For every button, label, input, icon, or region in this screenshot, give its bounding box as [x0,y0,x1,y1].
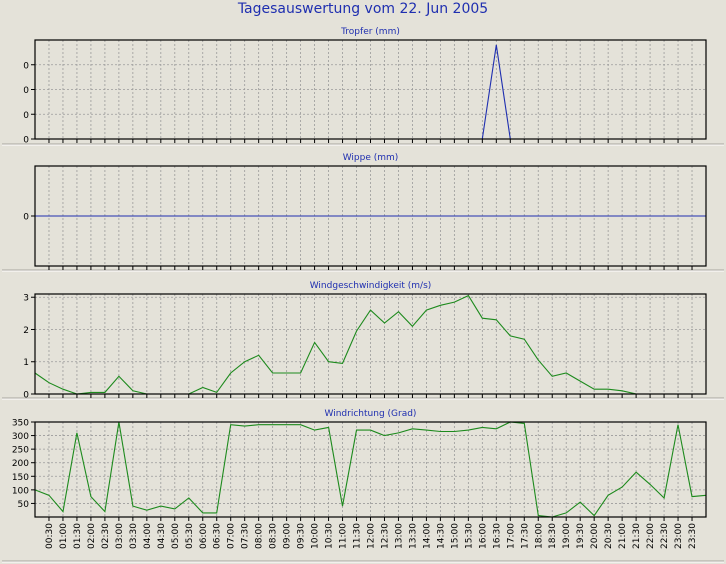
plot-frame [34,165,707,267]
x-tick-label: 11:30 [353,523,363,549]
x-tick-label: 20:00 [590,523,600,549]
x-tick-label: 14:30 [436,523,446,549]
y-tick-label: 1 [23,358,29,368]
x-tick-label: 22:30 [660,523,670,549]
x-tick-label: 04:30 [157,523,167,549]
x-tick-label: 12:30 [380,523,390,549]
y-tick-label: 0 [23,61,29,71]
x-tick-label: 21:00 [618,523,628,549]
x-tick-label: 06:30 [213,523,223,549]
x-tick-label: 03:30 [129,523,139,549]
x-tick-label: 10:00 [311,523,321,549]
y-tick-label: 50 [18,500,30,510]
chart-panel-3: Windgeschwindigkeit (m/s) 0 1 2 3 [2,281,724,401]
chart-title: Wippe (mm) [343,153,399,163]
x-tick-label: 18:30 [548,523,558,549]
x-tick-label: 07:00 [227,523,237,549]
x-tick-label: 11:00 [339,523,349,549]
x-tick-label: 13:00 [394,523,404,549]
y-tick-label: 200 [12,459,29,469]
x-tick-label: 02:30 [101,523,111,549]
x-tick-label: 20:30 [604,523,614,549]
x-tick-label: 09:30 [297,523,307,549]
x-tick-label: 05:00 [171,523,181,549]
plot-frame [34,421,707,518]
x-tick-label: 19:00 [562,523,572,549]
x-tick-label: 16:30 [492,523,502,549]
x-tick-label: 16:00 [478,523,488,549]
plot-frame [34,293,707,395]
y-tick-label: 150 [12,473,29,483]
x-tick-label: 01:30 [73,523,83,549]
x-tick-label: 17:00 [506,523,516,549]
x-tick-label: 18:00 [534,523,544,549]
chart-title: Tropfer (mm) [340,27,400,37]
plot-area [35,422,706,517]
plot-frame [34,39,707,140]
x-tick-label: 21:30 [632,523,642,549]
x-tick-label: 19:30 [576,523,586,549]
chart-panel-4: Windrichtung (Grad) 50 100 150 200 250 300 350 0… [2,409,724,563]
x-tick-label: 01:00 [59,523,69,549]
x-tick-label: 23:00 [674,523,684,549]
chart-title: Windgeschwindigkeit (m/s) [310,281,432,291]
y-tick-label: 0 [23,391,29,401]
x-tick-label: 08:00 [255,523,265,549]
x-tick-label: 17:30 [520,523,530,549]
y-tick-label: 0 [23,111,29,121]
x-tick-label: 22:00 [646,523,656,549]
series-line [34,421,707,518]
y-tick-label: 350 [12,419,29,429]
x-tick-label: 06:00 [199,523,209,549]
x-tick-label: 09:00 [283,523,293,549]
x-tick-label: 15:00 [450,523,460,549]
x-tick-label: 12:00 [367,523,377,549]
x-tick-label: 05:30 [185,523,195,549]
x-tick-label: 00:30 [45,523,55,549]
x-tick-label: 10:30 [325,523,335,549]
y-tick-label: 250 [12,446,29,456]
x-tick-label: 13:30 [408,523,418,549]
x-tick-label: 23:30 [688,523,698,549]
x-tick-label: 08:30 [269,523,279,549]
x-tick-label: 14:00 [422,523,432,549]
y-tick-label: 3 [23,294,29,304]
chart-panel-1: Tropfer (mm) 0 0 0 0 [2,27,724,146]
series-line [481,44,511,140]
x-tick-label: 15:30 [464,523,474,549]
page-title: Tagesauswertung vom 22. Jun 2005 [237,1,489,17]
y-tick-label: 2 [23,326,29,336]
y-tick-label: 100 [12,486,29,496]
x-tick-label: 04:00 [143,523,153,549]
y-tick-label: 300 [12,432,29,442]
chart-title: Windrichtung (Grad) [325,409,417,419]
chart-panel-2: Wippe (mm) 0 [2,153,724,272]
y-tick-label: 0 [23,136,29,146]
y-tick-label: 0 [23,86,29,96]
series-line [34,294,637,395]
x-tick-label: 03:00 [115,523,125,549]
x-tick-label: 07:30 [241,523,251,549]
x-tick-label: 02:00 [87,523,97,549]
y-tick-label: 0 [23,213,29,223]
